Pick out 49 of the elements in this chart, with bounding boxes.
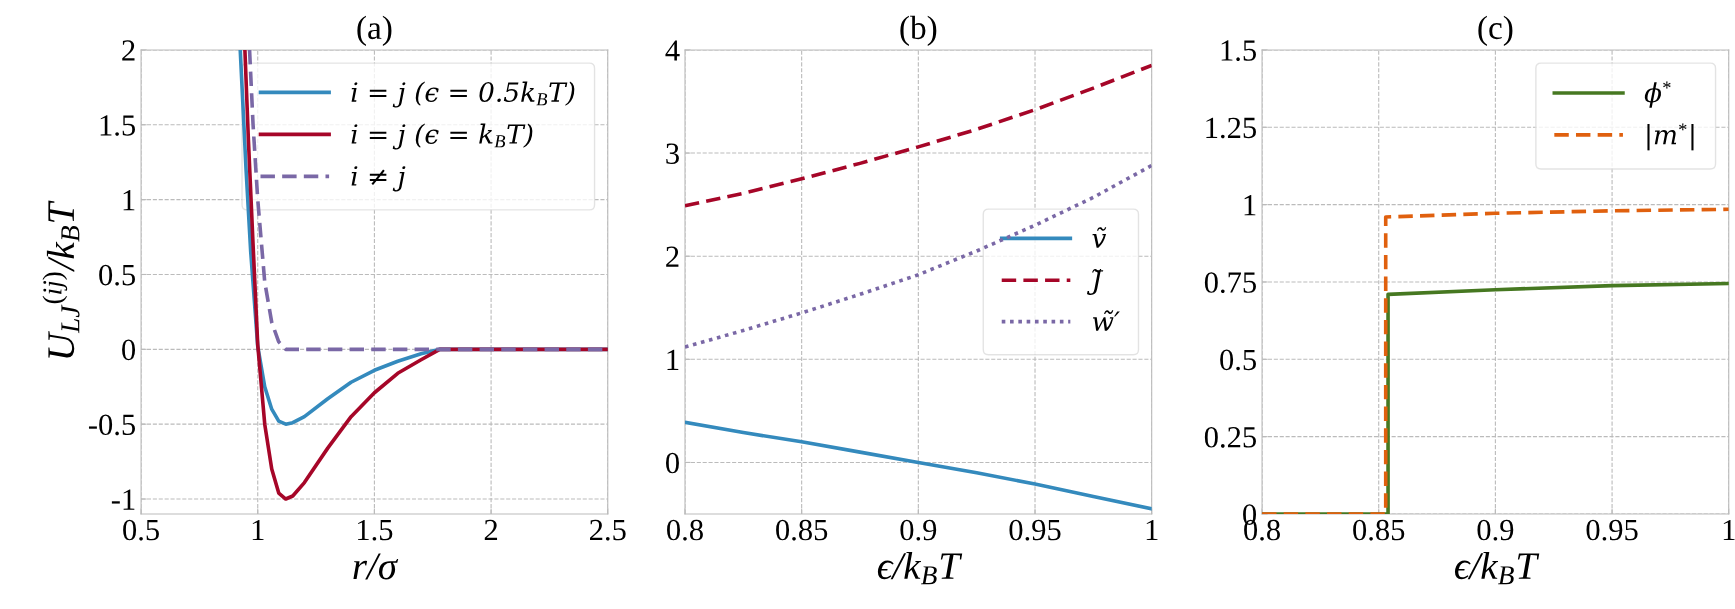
y-tick-label: 0.5 <box>1220 349 1256 371</box>
line-series <box>684 63 1152 208</box>
y-tick-label: 0 <box>122 339 136 361</box>
y-tick-label: 1.25 <box>1206 117 1256 139</box>
x-tick-label: 2.5 <box>590 519 626 541</box>
y-tick-label: -0.5 <box>88 414 135 436</box>
x-tick-label: 1 <box>1723 519 1735 541</box>
y-tick-label: 0.5 <box>99 264 135 286</box>
y-tick-label: 1.5 <box>1221 40 1256 61</box>
legend-label: ṽ <box>1092 227 1107 248</box>
chart-title: (c) <box>1478 15 1513 46</box>
y-tick-label: 1 <box>1244 195 1256 216</box>
x-axis-title: r/σ <box>353 553 399 580</box>
y-tick-label: 1.5 <box>100 115 135 136</box>
x-tick-label: 1 <box>252 519 264 541</box>
x-tick-label: 2 <box>484 519 498 541</box>
legend-label: i = j (ϵ = k$_{B}$T) <box>351 123 533 150</box>
y-tick-label: 0 <box>666 452 679 474</box>
x-axis-title: ϵ/k$_{B}$T <box>1454 551 1540 585</box>
x-tick-label: 0.9 <box>900 519 937 541</box>
y-tick-label: 0.75 <box>1204 272 1256 293</box>
x-tick-label: 0.9 <box>1477 519 1514 541</box>
x-tick-label: 0.8 <box>667 519 703 541</box>
x-tick-label: 1.5 <box>358 519 393 541</box>
y-tick-label: 3 <box>666 143 679 164</box>
x-tick-label: 0.85 <box>1353 519 1405 541</box>
line-series <box>684 420 1152 511</box>
y-tick-label: 1 <box>123 190 135 211</box>
legend-label: J̃ <box>1087 268 1104 295</box>
legend-label: i = j (ϵ = 0.5k$_{B}$T) <box>351 81 575 108</box>
y-tick-label: -1 <box>111 489 135 510</box>
y-tick-label: 2 <box>122 40 135 61</box>
y-tick-label: 1 <box>667 349 679 370</box>
x-tick-label: 0.95 <box>1009 519 1061 541</box>
y-axis-title: U$_{LJ}$$^{(ij)}$/k$_{B}$T <box>42 200 80 358</box>
x-tick-label: 0.85 <box>776 519 828 541</box>
legend-label: i ≠ j <box>351 166 406 192</box>
legend-label: w̃′ <box>1092 310 1120 331</box>
line-series <box>684 163 1152 349</box>
chart-title: (a) <box>357 15 392 46</box>
x-tick-label: 1 <box>1146 519 1158 541</box>
y-tick-label: 4 <box>665 40 680 61</box>
y-tick-label: 0.25 <box>1204 426 1256 448</box>
x-tick-label: 0.95 <box>1586 519 1638 541</box>
chart-title: (b) <box>900 15 937 46</box>
legend-label: ϕ$^{*}$ <box>1644 81 1671 108</box>
legend-label: |m$^{*}$| <box>1647 123 1694 151</box>
y-tick-label: 2 <box>666 246 679 267</box>
x-axis-title: ϵ/k$_{B}$T <box>877 551 963 585</box>
